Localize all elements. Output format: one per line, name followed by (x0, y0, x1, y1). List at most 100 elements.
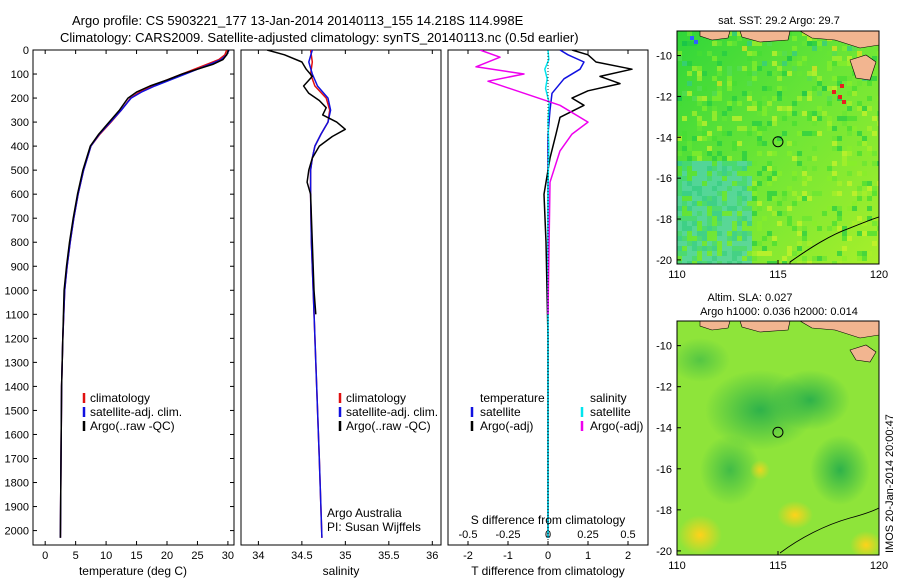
depth-tick-label: 0 (23, 45, 29, 57)
legend-label: satellite (480, 405, 521, 419)
map-y-tick-label: -14 (656, 132, 672, 144)
map-x-tick-label: 110 (668, 560, 686, 572)
legend-group-title: temperature (480, 391, 545, 405)
map-y-tick-label: -18 (656, 214, 672, 226)
depth-tick-label: 1100 (5, 309, 29, 321)
map-x-tick-label: 115 (769, 269, 787, 281)
sla-map-field (677, 321, 879, 555)
series-line-satellite-s (544, 50, 550, 538)
legend-label: Argo(-adj) (590, 419, 643, 433)
series-line-argo-s (475, 50, 589, 315)
legend-group-title: salinity (590, 391, 627, 405)
sla-islands (699, 321, 879, 363)
figure-title-line2: Climatology: CARS2009. Satellite-adjuste… (60, 30, 579, 45)
sst-argo-location-marker (772, 136, 784, 148)
sst-coast-line (789, 216, 879, 263)
difference-t-xlabel: T difference from climatology (471, 564, 625, 578)
map-y-tick-label: -16 (656, 464, 672, 476)
x-tick-label: 35 (339, 550, 351, 562)
x-tick-label: -1 (503, 550, 513, 562)
legend-label: Argo(..raw -QC) (346, 419, 431, 433)
temperature-x-ticks: 0 5 10 15 20 25 30 (42, 50, 234, 562)
difference-series (475, 50, 633, 545)
legend-label: climatology (346, 391, 406, 405)
x-tick-label: 15 (130, 550, 142, 562)
x-tick-label: 20 (161, 550, 173, 562)
map-x-tick-label: 120 (870, 560, 888, 572)
map-x-tick-label: 115 (769, 560, 787, 572)
map-y-tick-label: -20 (656, 255, 672, 267)
sla-argo-location-marker (772, 426, 784, 438)
x-tick-label: 30 (222, 550, 234, 562)
map-x-tick-label: 120 (870, 269, 888, 281)
sst-map-panel: sat. SST: 29.2 Argo: 29.7 -10-12-14-16-1… (656, 15, 888, 281)
depth-tick-label: 2000 (5, 526, 29, 538)
legend-label: Argo(..raw -QC) (90, 419, 175, 433)
depth-tick-label: 200 (11, 93, 29, 105)
imos-timestamp: IMOS 20-Jan-2014 20:00:47 (884, 414, 896, 553)
sla-map-title: Altim. SLA: 0.027 (708, 292, 793, 304)
x-tick-label: 36 (426, 550, 438, 562)
salinity-annotation-line1: Argo Australia (327, 506, 402, 520)
series-line-argo-raw-qc- (59, 50, 230, 538)
s-diff-tick-label: 0.5 (620, 529, 635, 541)
depth-tick-label: 600 (11, 189, 29, 201)
depth-tick-label: 1600 (5, 429, 29, 441)
x-tick-label: 10 (100, 550, 112, 562)
sst-map-field (677, 31, 879, 264)
x-tick-label: 1 (585, 550, 591, 562)
depth-tick-label: 900 (11, 261, 29, 273)
sst-map-yticks: -10 -12 -14 -16 -18 -20 (656, 51, 681, 267)
difference-panel: -2 -1 0 1 2 -0.5 -0.25 0 0.25 0.5 S difference f… (447, 49, 649, 578)
difference-legend: temperaturesatelliteArgo(-adj)salinitysa… (470, 391, 643, 433)
figure-title-line1: Argo profile: CS 5903221_177 13-Jan-2014… (72, 13, 524, 28)
map-y-tick-label: -20 (656, 546, 672, 558)
legend-label: Argo(-adj) (480, 419, 533, 433)
depth-tick-label: 300 (11, 117, 29, 129)
sla-map-panel: Altim. SLA: 0.027 Argo h1000: 0.036 h200… (656, 292, 888, 572)
map-y-tick-label: -18 (656, 505, 672, 517)
x-tick-label: 25 (191, 550, 203, 562)
map-x-tick-label: 110 (668, 269, 686, 281)
temperature-xlabel: temperature (deg C) (79, 564, 187, 578)
difference-s-ticks: -0.5 -0.25 0 0.25 0.5 (459, 529, 636, 541)
salinity-annotation-line2: PI: Susan Wijffels (327, 520, 421, 534)
depth-tick-label: 1800 (5, 478, 29, 490)
difference-s-xlabel: S difference from climatology (471, 513, 626, 527)
temperature-panel: 0100200300400500600700800900100011001200… (5, 45, 648, 578)
sla-map-xticks: 110 115 120 (668, 551, 888, 572)
sla-map-yticks: -10 -12 -14 -16 -18 -20 (656, 341, 681, 558)
map-y-tick-label: -16 (656, 173, 672, 185)
depth-tick-label: 1400 (5, 381, 29, 393)
series-line-argo-raw-qc- (266, 50, 347, 315)
depth-tick-label: 1300 (5, 357, 29, 369)
map-y-tick-label: -12 (656, 91, 672, 103)
depth-tick-label: 1200 (5, 333, 29, 345)
x-tick-label: 35.5 (378, 550, 399, 562)
map-y-tick-label: -14 (656, 423, 672, 435)
depth-tick-label: 800 (11, 237, 29, 249)
depth-tick-label: 1700 (5, 453, 29, 465)
series-line-argo-t (543, 50, 633, 538)
salinity-panel: 34 34.5 35 35.5 36 salinity climatologysatel… (240, 49, 442, 578)
sla-map-subtitle: Argo h1000: 0.036 h2000: 0.014 (700, 306, 858, 318)
x-tick-label: 34 (252, 550, 264, 562)
salinity-series (266, 50, 347, 538)
depth-tick-label: 400 (11, 141, 29, 153)
depth-tick-label: 1900 (5, 502, 29, 514)
map-y-tick-label: -10 (656, 51, 672, 63)
salinity-axes-box (240, 49, 442, 546)
salinity-xlabel: salinity (323, 564, 360, 578)
depth-tick-label: 100 (11, 69, 29, 81)
sla-coast-line (779, 507, 879, 554)
series-line-satellite-adj-clim- (308, 50, 332, 538)
x-tick-label: 0 (42, 550, 48, 562)
temperature-axes-box (32, 49, 235, 546)
depth-tick-label: 1500 (5, 405, 29, 417)
depth-tick-label: 500 (11, 165, 29, 177)
legend-label: satellite (590, 405, 631, 419)
s-diff-tick-label: -0.25 (495, 529, 520, 541)
